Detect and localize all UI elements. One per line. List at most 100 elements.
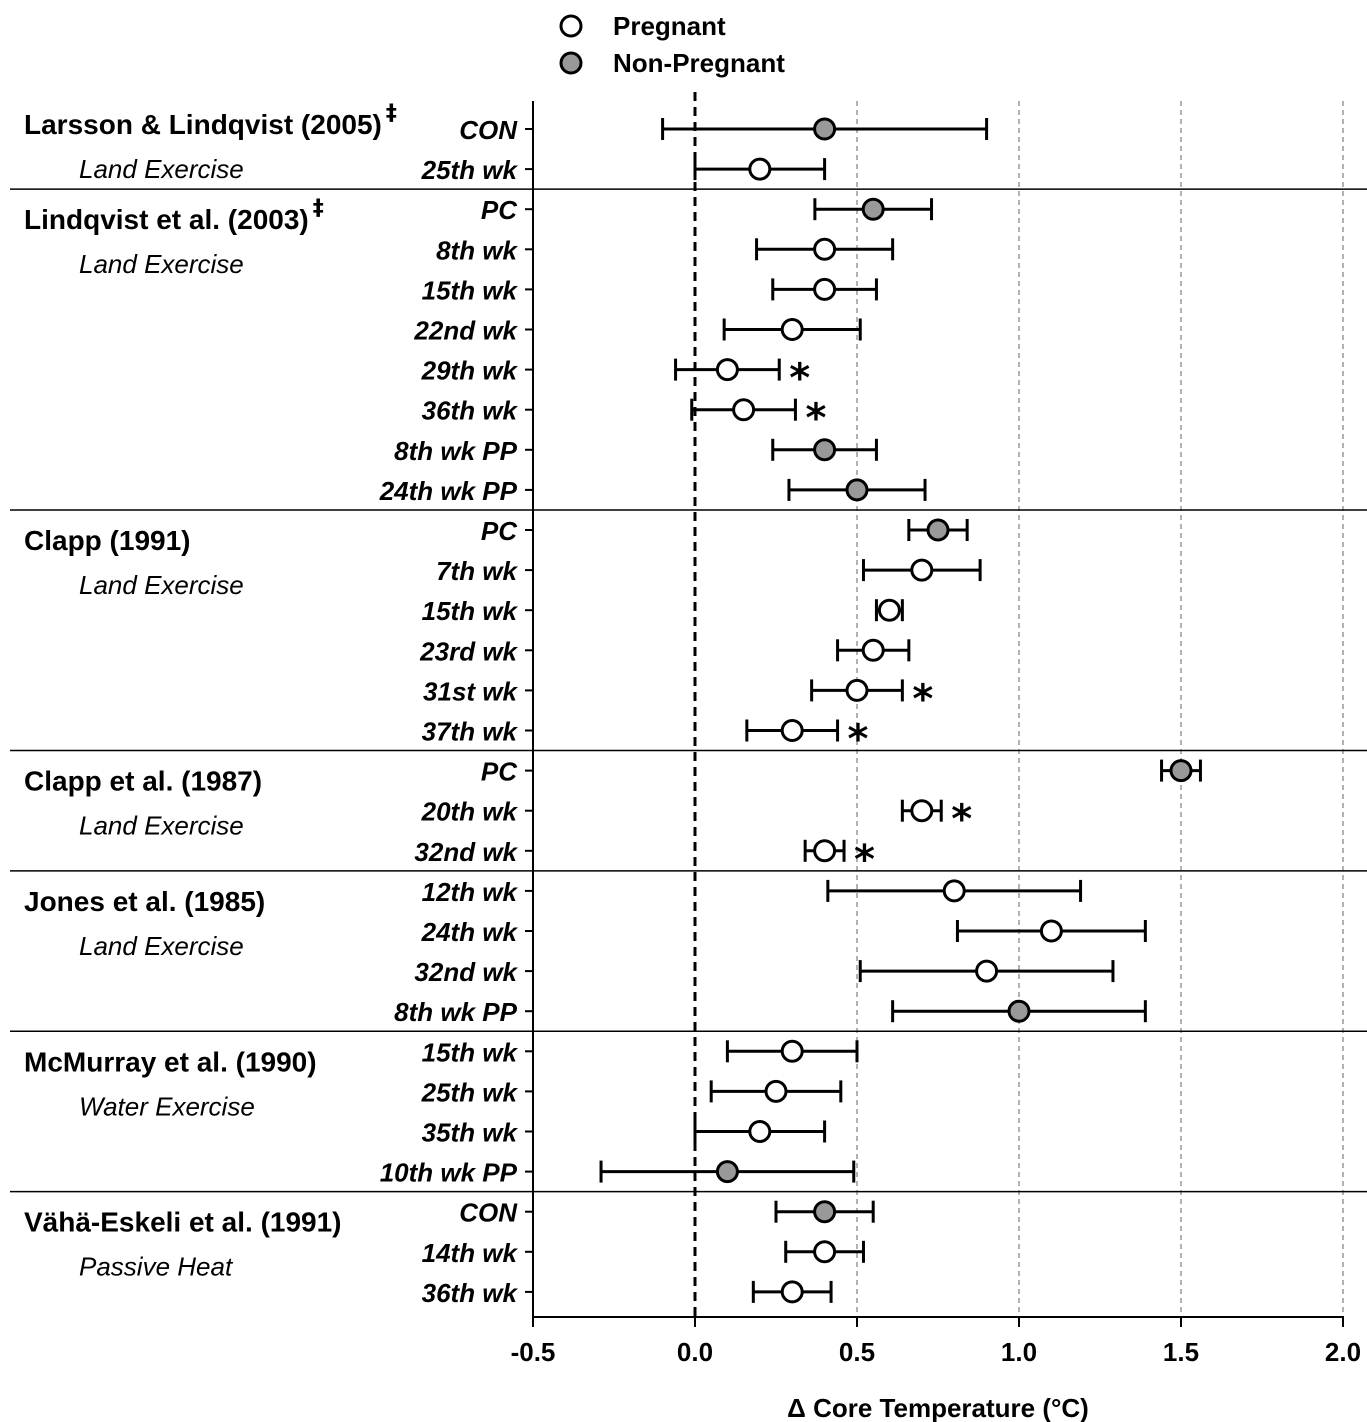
row-label: 35th wk	[422, 1118, 519, 1148]
data-row: 15th wk	[422, 275, 878, 305]
row-label: 29th wk	[421, 356, 519, 386]
study-subtitle: Land Exercise	[79, 154, 244, 184]
data-row: 12th wk	[422, 877, 1083, 907]
data-row: 24th wk	[421, 917, 1147, 947]
row-label: PC	[481, 757, 518, 787]
row-label: 8th wk PP	[394, 997, 517, 1027]
data-row: 22nd wk	[413, 316, 862, 346]
data-point	[910, 558, 934, 582]
legend: Pregnant Non-Pregnant	[559, 11, 785, 78]
data-point	[732, 398, 756, 422]
study-labels: Larsson & Lindqvist (2005) ‡Land Exercise…	[24, 101, 397, 1282]
data-point	[845, 678, 869, 702]
data-row: 29th wk *	[421, 356, 811, 402]
data-point	[748, 1120, 772, 1143]
data-point	[861, 197, 885, 221]
row-label: 15th wk	[422, 1037, 519, 1067]
data-row: 25th wk	[421, 155, 827, 185]
data-point	[715, 1160, 739, 1184]
row-label: PC	[481, 195, 518, 225]
study-title: Clapp (1991)	[24, 525, 191, 556]
row-label: 24th wk	[421, 917, 519, 947]
data-point	[1039, 919, 1063, 943]
data-point	[845, 478, 869, 502]
row-label: 36th wk	[422, 396, 519, 426]
data-point	[813, 438, 837, 462]
data-row: 36th wk	[422, 1278, 833, 1308]
significance-star: *	[951, 797, 972, 843]
study-title: McMurray et al. (1990)	[24, 1046, 317, 1077]
data-point	[910, 799, 934, 823]
row-label: 31st wk	[423, 676, 518, 706]
data-row: PC	[481, 757, 1202, 787]
data-row: 36th wk *	[422, 396, 827, 442]
data-row: 15th wk	[422, 596, 904, 626]
study-title: Lindqvist et al. (2003)	[24, 204, 309, 235]
data-point	[813, 117, 837, 141]
study-subtitle: Land Exercise	[79, 811, 244, 841]
data-row: PC	[481, 195, 934, 225]
data-row: 15th wk	[422, 1037, 859, 1067]
x-tick-label: 1.5	[1163, 1337, 1199, 1367]
row-label: 23rd wk	[419, 636, 518, 666]
data-point	[877, 598, 901, 622]
x-axis-title: Δ Core Temperature (°C)	[787, 1393, 1089, 1422]
dagger-mark: ‡	[386, 101, 397, 126]
data-point	[813, 237, 837, 261]
axes: -0.5 0.0 0.5 1.0 1.5 2.0	[511, 101, 1361, 1367]
data-row: CON	[459, 1198, 875, 1228]
data-row: 8th wk	[436, 235, 895, 265]
data-point	[813, 839, 837, 863]
data-point	[975, 959, 999, 983]
row-label: 15th wk	[422, 596, 519, 626]
x-tick-label: 0.0	[677, 1337, 713, 1367]
data-point	[942, 879, 966, 903]
row-label: 8th wk PP	[394, 436, 517, 466]
data-point	[926, 518, 950, 542]
data-point	[764, 1079, 788, 1103]
data-row: 20th wk *	[421, 797, 973, 843]
row-label: PC	[481, 516, 518, 546]
row-label: 20th wk	[421, 797, 519, 827]
study-title: Jones et al. (1985)	[24, 886, 265, 917]
data-point	[861, 638, 885, 662]
legend-label-non-pregnant: Non-Pregnant	[613, 48, 785, 78]
study-title: Vähä-Eskeli et al. (1991)	[24, 1207, 342, 1238]
study-separators	[10, 188, 1367, 1193]
row-label: 14th wk	[422, 1238, 519, 1268]
row-label: 32nd wk	[414, 957, 518, 987]
data-row: 32nd wk	[414, 957, 1115, 987]
data-rows: CON 25th wk PC 8th wk 15th wk 22nd wk 29th wk *…	[379, 115, 1202, 1308]
study-subtitle: Land Exercise	[79, 249, 244, 279]
row-label: 37th wk	[422, 717, 519, 747]
data-point	[1007, 999, 1031, 1023]
row-label: 32nd wk	[414, 837, 518, 867]
dagger-mark: ‡	[313, 196, 324, 221]
row-label: 7th wk	[436, 556, 518, 586]
legend-marker-pregnant	[559, 14, 583, 38]
data-row: 10th wk PP	[380, 1158, 856, 1188]
significance-star: *	[789, 356, 810, 402]
study-subtitle: Passive Heat	[79, 1252, 234, 1282]
data-row: 24th wk PP	[379, 476, 927, 506]
data-row: 8th wk PP	[394, 436, 878, 466]
data-point	[813, 1200, 837, 1224]
data-row: CON	[459, 115, 989, 145]
row-label: 15th wk	[422, 275, 519, 305]
row-label: 25th wk	[421, 155, 519, 185]
row-label: 25th wk	[421, 1077, 519, 1107]
study-title: Clapp et al. (1987)	[24, 766, 262, 797]
data-row: PC	[481, 516, 969, 546]
data-point	[780, 1039, 804, 1063]
x-tick-label: 0.5	[839, 1337, 875, 1367]
legend-label-pregnant: Pregnant	[613, 11, 726, 41]
row-label: 24th wk PP	[379, 476, 518, 506]
study-subtitle: Water Exercise	[79, 1091, 255, 1121]
significance-star: *	[854, 837, 875, 883]
data-point	[780, 1280, 804, 1304]
data-row: 7th wk	[436, 556, 982, 586]
row-label: CON	[459, 115, 518, 145]
row-label: 10th wk PP	[380, 1158, 518, 1188]
data-row: 32nd wk *	[414, 837, 875, 883]
